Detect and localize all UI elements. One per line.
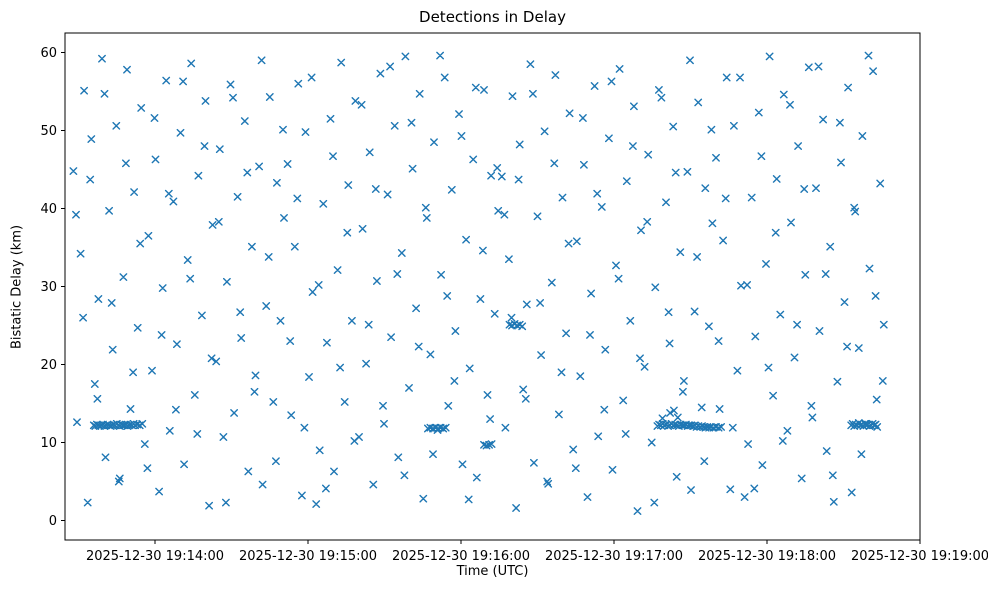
y-axis-label: Bistatic Delay (km) xyxy=(9,224,25,350)
y-tick-label: 40 xyxy=(40,202,57,217)
scatter-markers xyxy=(69,51,888,515)
x-tick-label: 2025-12-30 19:14:00 xyxy=(86,549,224,564)
x-tick-label: 2025-12-30 19:16:00 xyxy=(392,549,530,564)
y-tick-label: 10 xyxy=(40,436,57,451)
y-tick-label: 20 xyxy=(40,358,57,373)
y-tick-label: 0 xyxy=(49,514,57,529)
chart-title: Detections in Delay xyxy=(419,8,566,26)
x-axis-label: Time (UTC) xyxy=(456,564,529,579)
y-tick-label: 60 xyxy=(40,46,57,61)
x-tick-label: 2025-12-30 19:15:00 xyxy=(239,549,377,564)
x-tick-label: 2025-12-30 19:19:00 xyxy=(851,549,988,564)
plot-border xyxy=(64,32,921,541)
x-tick-label: 2025-12-30 19:18:00 xyxy=(698,549,836,564)
y-tick-label: 50 xyxy=(40,124,57,139)
x-tick-label: 2025-12-30 19:17:00 xyxy=(545,549,683,564)
y-tick-label: 30 xyxy=(40,280,57,295)
